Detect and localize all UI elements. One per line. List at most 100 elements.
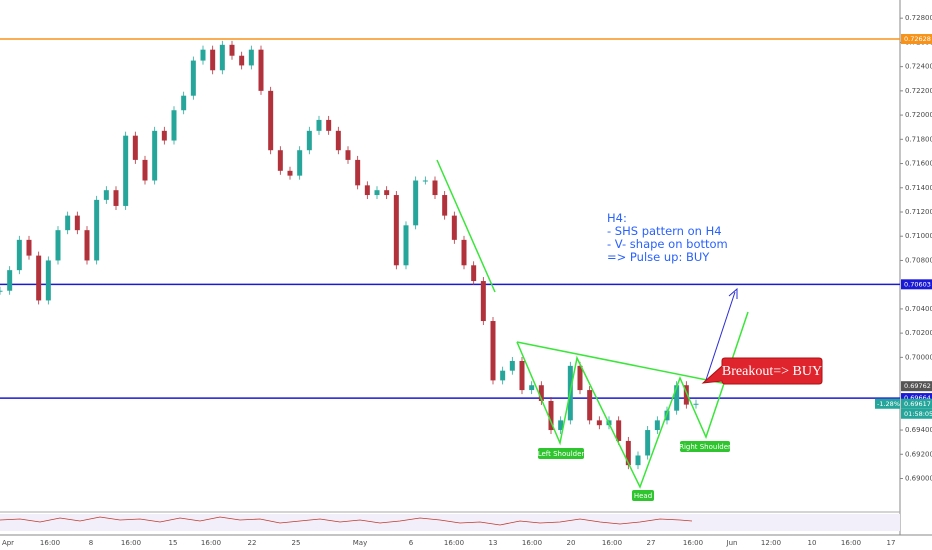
- candle: [36, 255, 42, 301]
- trend-line: [436, 159, 496, 293]
- candle: [45, 260, 51, 301]
- candle: [171, 110, 177, 141]
- breakout-text: Breakout=> BUY: [722, 364, 822, 379]
- x-tick-label: 16:00: [40, 539, 60, 547]
- y-tick-label: 0.70000: [905, 353, 932, 361]
- candle: [277, 150, 283, 171]
- candle: [519, 360, 525, 391]
- candle: [471, 265, 477, 282]
- candle: [7, 270, 13, 291]
- candle: [451, 215, 457, 240]
- candle: [693, 403, 699, 405]
- pattern-label-box: [632, 490, 654, 501]
- candle: [161, 130, 167, 141]
- y-tick-label: 0.72800: [905, 14, 932, 22]
- candle: [287, 170, 293, 176]
- candle: [123, 135, 129, 206]
- candle: [132, 135, 138, 160]
- rsi-panel: [0, 514, 900, 531]
- candle: [190, 60, 196, 96]
- x-tick-label: 27: [647, 539, 656, 547]
- candle: [674, 385, 680, 411]
- price-tag-label: 0.69617: [904, 400, 931, 408]
- candle: [635, 455, 641, 466]
- x-tick-label: 25: [292, 539, 301, 547]
- x-tick-label: 17: [887, 539, 896, 547]
- y-tick-label: 0.71600: [905, 160, 932, 168]
- candle: [500, 370, 506, 381]
- candle: [316, 119, 322, 131]
- y-tick-label: 0.72400: [905, 63, 932, 71]
- candle: [210, 49, 216, 71]
- candle: [403, 225, 409, 266]
- x-tick-label: 20: [567, 539, 576, 547]
- y-tick-label: 0.69000: [905, 475, 932, 483]
- neckline: [516, 341, 723, 384]
- candle: [461, 239, 467, 266]
- y-tick-label: 0.71200: [905, 208, 932, 216]
- candle: [113, 190, 119, 206]
- pattern-label-box: [680, 441, 730, 452]
- pattern-label: Right Shoulder: [679, 443, 731, 451]
- candle: [335, 130, 341, 151]
- candle: [490, 321, 496, 381]
- candle: [616, 420, 622, 441]
- candle: [181, 95, 187, 111]
- x-tick-label: May: [353, 539, 367, 547]
- note-line: => Pulse up: BUY: [607, 250, 710, 264]
- price-tag-label: 0.70603: [904, 280, 931, 288]
- countdown-box: [901, 408, 932, 419]
- target-arrow: [704, 291, 736, 384]
- pattern-label: Head: [634, 492, 652, 500]
- y-tick-label: 0.72000: [905, 111, 932, 119]
- candle: [55, 230, 61, 261]
- x-tick-label: 8: [89, 539, 93, 547]
- candle: [74, 215, 80, 231]
- candle: [152, 130, 158, 181]
- x-tick-label: 22: [248, 539, 257, 547]
- candle: [587, 390, 593, 421]
- candle: [480, 281, 486, 322]
- y-tick-label: 0.70400: [905, 305, 932, 313]
- y-tick-label: 0.72200: [905, 87, 932, 95]
- y-tick-label: 0.70800: [905, 256, 932, 264]
- price-tag: [901, 279, 932, 290]
- change-label: -1.28%: [877, 400, 900, 408]
- x-tick-label: 16:00: [201, 539, 221, 547]
- note-line: H4:: [607, 211, 627, 225]
- candle: [268, 90, 274, 151]
- candle: [248, 49, 254, 66]
- price-tag: [901, 393, 932, 404]
- rsi-line: [0, 516, 693, 526]
- price-tag-label: 0.69664: [904, 394, 931, 402]
- note: H4:- SHS pattern on H4- V- shape on bott…: [607, 211, 728, 264]
- candle: [422, 180, 428, 182]
- candle: [577, 365, 583, 391]
- x-tick-label: 16:00: [121, 539, 141, 547]
- y-tick-label: 0.70200: [905, 329, 932, 337]
- candle: [239, 55, 245, 66]
- price-tag-label: 0.69762: [904, 382, 931, 390]
- note-line: - V- shape on bottom: [607, 237, 728, 251]
- breakout-callout: [701, 357, 823, 385]
- candle: [355, 159, 361, 186]
- candle: [529, 385, 535, 391]
- candle: [393, 195, 399, 266]
- shs-pattern: [516, 311, 749, 489]
- candle: [94, 199, 100, 261]
- candle: [654, 420, 660, 431]
- candle: [538, 385, 544, 401]
- candle: [596, 420, 602, 426]
- candle: [432, 180, 438, 196]
- candle: [374, 190, 380, 196]
- x-tick-label: Apr: [2, 539, 14, 547]
- x-tick-label: 13: [489, 539, 498, 547]
- candle: [84, 230, 90, 261]
- candle: [306, 130, 312, 151]
- candle: [16, 239, 22, 271]
- y-tick-label: 0.69200: [905, 450, 932, 458]
- x-tick-label: 12:00: [761, 539, 781, 547]
- candle: [345, 150, 351, 160]
- candle: [442, 195, 448, 216]
- candle: [65, 215, 71, 231]
